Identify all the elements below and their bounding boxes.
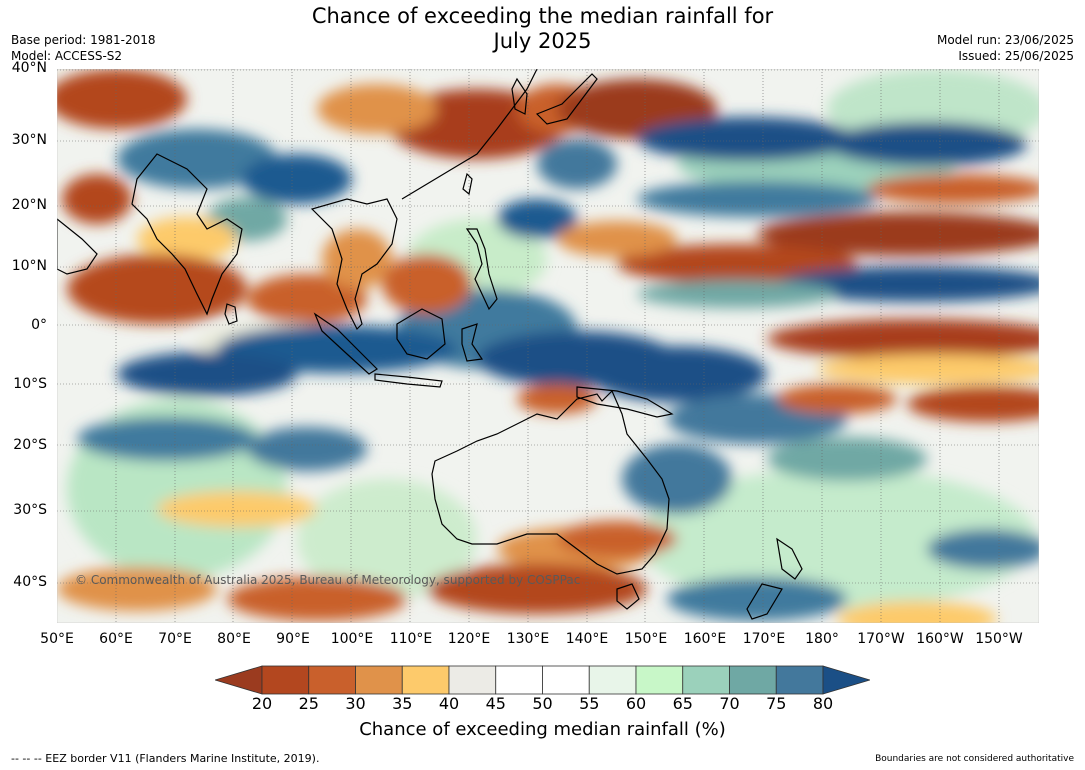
colorbar-cell: [729, 665, 777, 695]
colorbar-cell: [355, 665, 403, 695]
coastlines: [57, 69, 803, 620]
colorbar-cell: [261, 665, 310, 695]
title-line-1: Chance of exceeding the median rainfall …: [311, 4, 774, 28]
colorbar-cell: [635, 665, 684, 695]
colorbar-tick: 60: [625, 694, 647, 713]
lon-label: 150°W: [975, 631, 1023, 647]
lat-label: 30°S: [13, 502, 47, 518]
issued-date: Issued: 25/06/2025: [958, 49, 1074, 63]
lon-label: 120°E: [447, 631, 491, 647]
colorbar-cell: [682, 665, 730, 695]
colorbar-tick: 65: [672, 694, 693, 713]
eez-note: -- -- -- EEZ border V11 (Flanders Marine…: [11, 752, 320, 765]
lon-label: 50°E: [40, 631, 74, 647]
lon-label: 90°E: [276, 631, 310, 647]
lat-label: 40°S: [13, 574, 47, 590]
colorbar-cell: [775, 665, 824, 695]
colorbar-tick: 25: [298, 694, 319, 713]
rainfall-map: © Commonwealth of Australia 2025, Bureau…: [57, 69, 1039, 623]
colorbar-tick: 55: [579, 694, 600, 713]
lat-label: 0°: [31, 317, 47, 333]
graticule: [57, 69, 1039, 623]
lon-label: 180°: [805, 631, 839, 647]
lon-label: 80°E: [217, 631, 251, 647]
colorbar-tick: 20: [251, 694, 273, 713]
map-title: Chance of exceeding the median rainfall …: [0, 4, 1085, 54]
lon-label: 110°E: [389, 631, 433, 647]
base-period: Base period: 1981-2018: [11, 33, 156, 47]
model-name: Model: ACCESS-S2: [11, 49, 123, 63]
rainfall-field: [57, 69, 1039, 623]
title-line-2: July 2025: [493, 29, 592, 53]
model-run: Model run: 23/06/2025: [936, 33, 1074, 47]
colorbar: [215, 665, 870, 695]
colorbar-cells: [261, 665, 824, 695]
colorbar-cell: [542, 665, 590, 695]
lon-label: 150°E: [624, 631, 668, 647]
lat-label: 20°N: [11, 197, 47, 213]
colorbar-cell: [495, 665, 543, 695]
lon-label: 70°E: [158, 631, 192, 647]
colorbar-tick: 30: [345, 694, 366, 713]
lon-label: 100°E: [330, 631, 374, 647]
lon-label: 170°E: [742, 631, 786, 647]
lat-label: 40°N: [11, 60, 47, 76]
colorbar-under-arrow: [215, 665, 263, 695]
colorbar-cell: [401, 665, 450, 695]
copyright-note: © Commonwealth of Australia 2025, Bureau…: [75, 573, 580, 587]
colorbar-label: Chance of exceeding median rainfall (%): [359, 719, 726, 740]
lon-label: 140°E: [565, 631, 609, 647]
colorbar-cell: [588, 665, 637, 695]
colorbar-over-arrow: [822, 665, 870, 695]
colorbar-tick: 40: [438, 694, 460, 713]
lat-label: 10°N: [11, 258, 47, 274]
colorbar-tick: 80: [812, 694, 834, 713]
lon-label: 170°W: [857, 631, 905, 647]
lat-label: 20°S: [13, 437, 47, 453]
meta-right: Model run: 23/06/2025 Issued: 25/06/2025: [937, 32, 1074, 64]
lon-label: 160°E: [683, 631, 727, 647]
lat-label: 10°S: [13, 376, 47, 392]
colorbar-tick: 35: [392, 694, 413, 713]
colorbar-tick: 45: [485, 694, 506, 713]
lat-label: 30°N: [11, 132, 47, 148]
lon-label: 160°W: [916, 631, 964, 647]
colorbar-tick: 70: [719, 694, 740, 713]
meta-left: Base period: 1981-2018 Model: ACCESS-S2: [11, 32, 156, 64]
colorbar-cell: [308, 665, 356, 695]
lon-label: 60°E: [99, 631, 133, 647]
boundaries-note: Boundaries are not considered authoritat…: [875, 754, 1074, 764]
colorbar-cell: [448, 665, 497, 695]
lon-label: 130°E: [506, 631, 550, 647]
colorbar-tick: 75: [766, 694, 787, 713]
colorbar-tick: 50: [532, 694, 553, 713]
